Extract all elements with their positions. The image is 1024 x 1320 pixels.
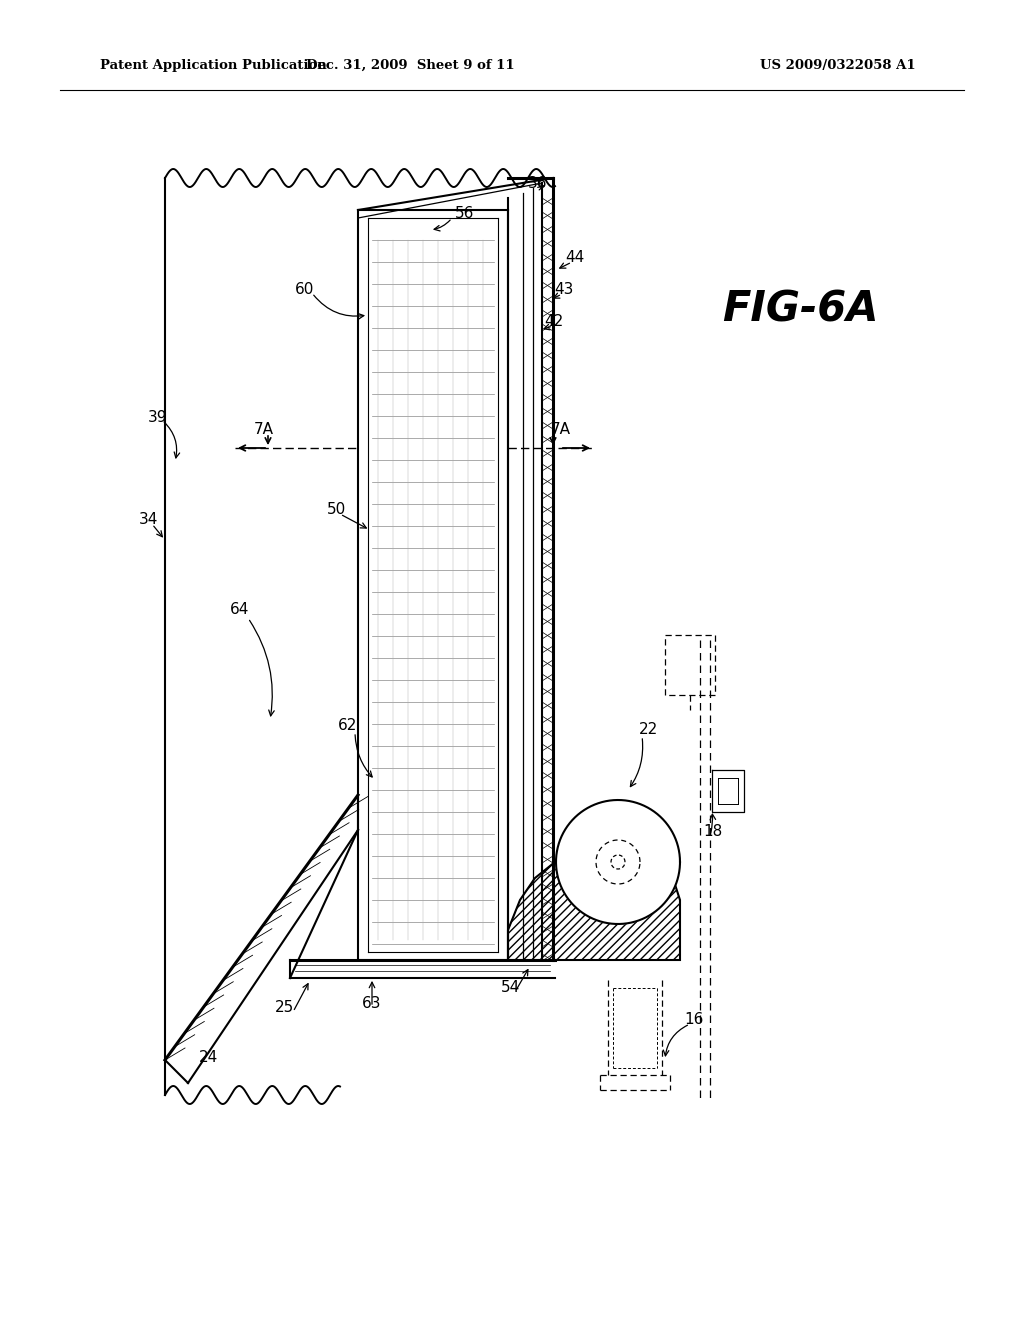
Text: 24: 24 [199, 1051, 218, 1065]
Text: US 2009/0322058 A1: US 2009/0322058 A1 [760, 58, 915, 71]
Text: 64: 64 [230, 602, 250, 618]
Text: 56: 56 [456, 206, 475, 220]
Text: 25: 25 [275, 1001, 295, 1015]
Text: 22: 22 [638, 722, 657, 738]
Polygon shape [508, 843, 680, 960]
Text: 7A: 7A [254, 422, 274, 437]
Text: 16: 16 [684, 1012, 703, 1027]
Text: 50: 50 [327, 503, 346, 517]
Text: Patent Application Publication: Patent Application Publication [100, 58, 327, 71]
Text: 54: 54 [501, 981, 519, 995]
Text: 39: 39 [148, 411, 168, 425]
Text: 60: 60 [295, 282, 314, 297]
Text: Dec. 31, 2009  Sheet 9 of 11: Dec. 31, 2009 Sheet 9 of 11 [306, 58, 514, 71]
Circle shape [556, 800, 680, 924]
Text: 34: 34 [138, 512, 158, 528]
Text: 63: 63 [362, 995, 382, 1011]
Text: 18: 18 [703, 825, 723, 840]
Text: 42: 42 [545, 314, 563, 330]
Text: 36: 36 [528, 176, 548, 190]
Text: 62: 62 [338, 718, 357, 733]
Text: 7A: 7A [551, 422, 571, 437]
Text: 43: 43 [554, 282, 573, 297]
Text: 44: 44 [565, 251, 585, 265]
Text: FIG-6A: FIG-6A [722, 289, 879, 331]
